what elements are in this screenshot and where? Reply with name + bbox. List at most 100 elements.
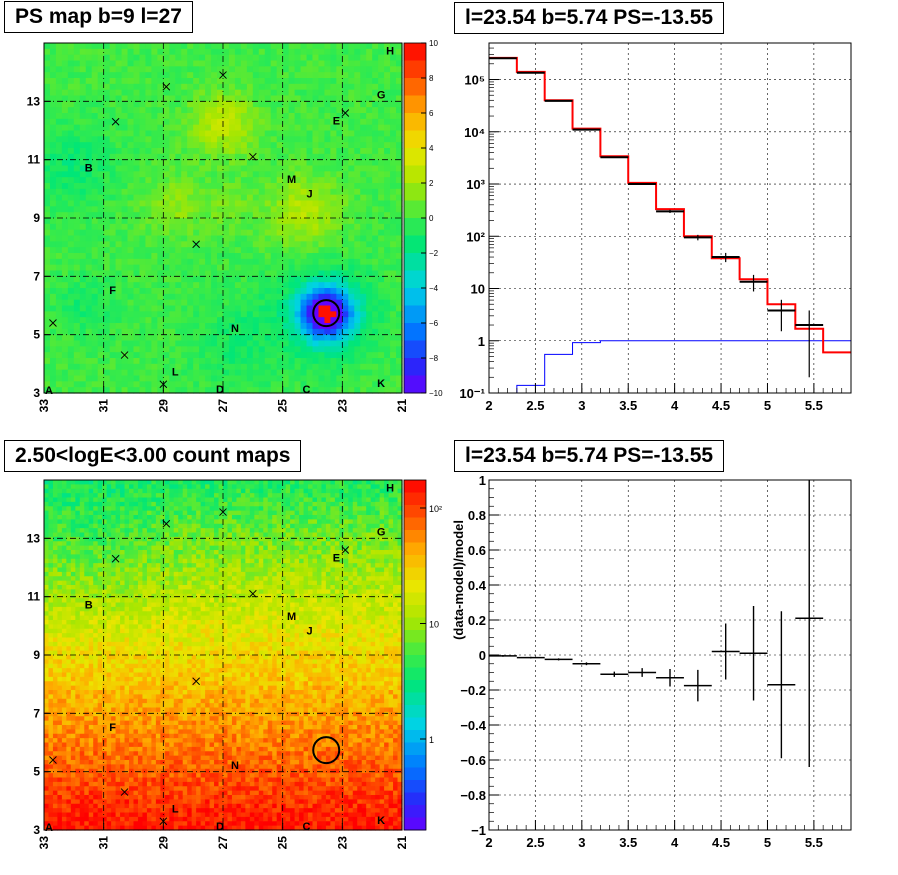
map-cell (48, 602, 54, 608)
map-cell (378, 288, 385, 295)
map-cell (88, 690, 94, 695)
map-cell (288, 264, 296, 272)
map-cell (93, 611, 99, 617)
map-cell (228, 153, 236, 161)
map-cell (85, 95, 93, 102)
map-cell (348, 253, 355, 260)
map-cell (79, 821, 85, 827)
map-cell (48, 795, 54, 800)
map-cell (300, 200, 308, 207)
map-cell (390, 171, 397, 178)
map-cell (93, 515, 99, 520)
map-cell (85, 183, 93, 190)
map-cell (103, 328, 111, 336)
map-cell (52, 764, 59, 770)
map-cell (55, 48, 63, 56)
map-cell (157, 241, 164, 248)
map-cell (75, 698, 81, 704)
map-cell (384, 334, 391, 342)
map-cell (187, 118, 194, 126)
map-cell (97, 200, 105, 207)
y-tick-label: 10⁵ (464, 73, 485, 88)
map-cell (121, 346, 129, 353)
map-cell (306, 101, 314, 108)
map-cell (336, 241, 343, 248)
map-cell (91, 118, 99, 126)
map-cell (211, 387, 218, 394)
map-cell (115, 229, 123, 237)
map-cell (270, 253, 278, 260)
map-cell (240, 293, 248, 301)
map-cell (223, 352, 230, 359)
map-cell (88, 808, 94, 814)
map-cell (61, 346, 69, 353)
map-cell (288, 317, 296, 324)
map-cell (252, 270, 260, 277)
map-cell (49, 212, 57, 219)
map-cell (264, 101, 272, 108)
map-cell (97, 799, 103, 805)
map-cell (139, 136, 147, 143)
map-cell (276, 340, 284, 347)
map-cell (348, 352, 355, 359)
map-cell (342, 253, 349, 260)
map-cell (109, 247, 117, 254)
map-cell (102, 506, 108, 512)
map-cell (294, 340, 302, 347)
map-cell (44, 773, 50, 779)
map-cell (211, 346, 218, 353)
map-cell (396, 183, 403, 190)
map-cell (312, 323, 320, 330)
map-cell (169, 323, 176, 330)
map-cell (103, 188, 111, 196)
map-cell (372, 177, 379, 184)
map-cell (151, 142, 158, 149)
map-cell (49, 223, 57, 231)
map-cell (121, 247, 129, 254)
map-cell (93, 698, 99, 704)
map-cell (211, 229, 218, 237)
map-cell (61, 563, 67, 569)
map-cell (372, 118, 379, 126)
map-cell (48, 506, 54, 512)
map-cell (330, 270, 337, 277)
map-cell (52, 606, 59, 612)
map-cell (133, 165, 141, 172)
map-cell (93, 685, 99, 691)
map-cell (88, 532, 94, 538)
map-cell (73, 142, 81, 149)
map-cell (336, 89, 343, 97)
map-cell (93, 536, 99, 542)
map-cell (205, 142, 212, 149)
map-cell (49, 247, 57, 254)
map-cell (360, 43, 367, 50)
map-cell (390, 89, 397, 97)
map-cell (276, 107, 284, 114)
map-cell (70, 729, 76, 735)
map-cell (127, 148, 135, 155)
map-cell (52, 598, 59, 604)
map-cell (282, 346, 290, 353)
map-cell (61, 206, 69, 213)
map-cell (44, 136, 51, 143)
map-cell (300, 276, 308, 283)
map-cell (390, 282, 397, 289)
map-cell (181, 206, 188, 213)
map-cell (97, 742, 103, 748)
map-cell (44, 606, 50, 612)
map-cell (396, 118, 403, 126)
map-cell (103, 165, 111, 172)
map-cell (294, 293, 302, 301)
map-cell (396, 340, 403, 347)
map-cell (306, 375, 314, 382)
map-cell (73, 118, 81, 126)
map-cell (97, 95, 105, 102)
map-cell (139, 293, 147, 301)
map-cell (384, 264, 391, 272)
map-cell (91, 241, 99, 248)
map-cell (115, 381, 123, 388)
map-cell (378, 311, 385, 318)
map-cell (354, 352, 361, 359)
map-cell (240, 177, 248, 184)
map-cell (57, 663, 63, 669)
